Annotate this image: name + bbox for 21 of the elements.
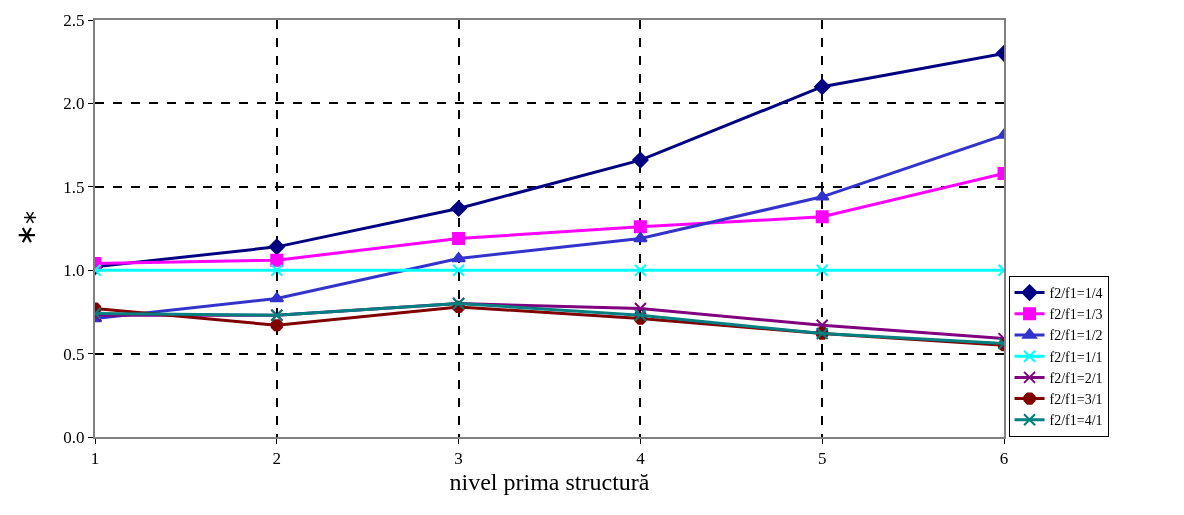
x-tick-label: 5 bbox=[817, 449, 827, 469]
y-tick-label: 1.5 bbox=[63, 177, 85, 197]
x-tick-label: 3 bbox=[454, 449, 463, 469]
y-tick-label: 2.0 bbox=[63, 94, 85, 114]
legend-label: f2/f1=1/3 bbox=[1049, 307, 1103, 323]
x-tick-label: 4 bbox=[636, 449, 646, 469]
legend-label: f2/f1=1/4 bbox=[1049, 286, 1103, 302]
legend-label: f2/f1=3/1 bbox=[1049, 392, 1103, 408]
x-tick-label: 2 bbox=[272, 449, 282, 469]
x-tick-label: 6 bbox=[999, 449, 1009, 469]
y-axis-title: ∗⁎ bbox=[12, 211, 42, 246]
legend-label: f2/f1=1/1 bbox=[1049, 349, 1103, 365]
y-tick-label: 0.5 bbox=[63, 344, 85, 364]
y-tick-label: 2.5 bbox=[63, 10, 85, 30]
legend-label: f2/f1=2/1 bbox=[1049, 370, 1103, 386]
y-tick-label: 1.0 bbox=[63, 261, 85, 281]
x-axis-title: nivel prima structură bbox=[449, 469, 650, 496]
legend-label: f2/f1=4/1 bbox=[1049, 413, 1103, 429]
legend-label: f2/f1=1/2 bbox=[1049, 328, 1103, 344]
y-tick-label: 0.0 bbox=[63, 427, 85, 447]
x-tick-label: 1 bbox=[90, 449, 100, 469]
